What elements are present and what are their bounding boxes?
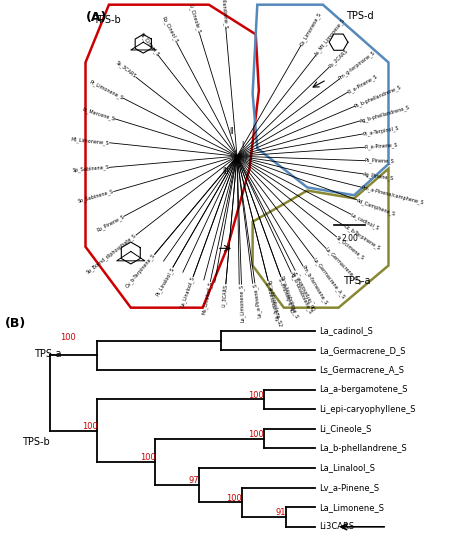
Text: St_Ocimene_S: St_Ocimene_S	[335, 235, 365, 261]
Text: 100: 100	[60, 333, 76, 341]
Text: As_Mt_Limonese_S: As_Mt_Limonese_S	[314, 17, 346, 57]
Text: So_Bornd_diphosphate_S: So_Bornd_diphosphate_S	[86, 233, 138, 275]
Text: 100: 100	[82, 422, 98, 431]
Text: Li_3CARS: Li_3CARS	[221, 283, 228, 307]
Text: La_cadinol_S: La_cadinol_S	[319, 326, 373, 335]
Text: Ls_Germacrene_A_S: Ls_Germacrene_A_S	[319, 366, 404, 374]
Text: Ms_Linalool_S: Ms_Linalool_S	[201, 281, 213, 315]
Text: La_Linalool_S: La_Linalool_S	[179, 276, 196, 309]
Text: Sp_Sabinene_S: Sp_Sabinene_S	[72, 164, 109, 173]
Text: (A): (A)	[85, 11, 107, 24]
Text: La_b-myrcene_S: La_b-myrcene_S	[265, 280, 281, 320]
Text: Co_Limonese_S: Co_Limonese_S	[299, 11, 323, 47]
Text: Ob_Terpinolene_S: Ob_Terpinolene_S	[292, 269, 318, 310]
Text: TPS-a: TPS-a	[34, 349, 61, 359]
Text: Li3CARS: Li3CARS	[319, 522, 354, 532]
Text: Ro_Pinene_S: Ro_Pinene_S	[96, 214, 125, 233]
Text: TPS-d: TPS-d	[346, 11, 374, 21]
Text: Pl_a-Pinene_S: Pl_a-Pinene_S	[346, 73, 378, 95]
Text: 2.00: 2.00	[341, 235, 358, 243]
Text: Ck_b-Terpinene_S: Ck_b-Terpinene_S	[343, 224, 382, 252]
Text: Ag_b-bisabolene_S: Ag_b-bisabolene_S	[289, 271, 313, 315]
Text: Ps_Pinene_S: Ps_Pinene_S	[365, 158, 395, 164]
Text: La_Germacrene_D_S: La_Germacrene_D_S	[319, 346, 406, 355]
Text: Mt_Limonene_S: Mt_Limonene_S	[71, 136, 110, 146]
Text: Ag_Pinene_S: Ag_Pinene_S	[364, 171, 395, 181]
Text: Li_Cineole_S: Li_Cineole_S	[319, 424, 372, 433]
Text: La_Germacrene_A_S: La_Germacrene_A_S	[312, 257, 346, 300]
Text: 97: 97	[188, 476, 199, 486]
Text: Ss_3CARS: Ss_3CARS	[115, 60, 138, 79]
Text: La_b-phellandrene_S: La_b-phellandrene_S	[319, 444, 407, 453]
Text: La_a-Pinene_S: La_a-Pinene_S	[252, 283, 263, 318]
Text: I: I	[242, 141, 244, 150]
Text: 100: 100	[140, 453, 155, 462]
Text: La_cadinol_S: La_cadinol_S	[350, 212, 381, 231]
Text: TPS-b: TPS-b	[93, 15, 121, 25]
Text: St_Cineol_S: St_Cineol_S	[138, 31, 160, 57]
Text: 100: 100	[248, 430, 264, 439]
Text: Pa_a-bisabolene_S2: Pa_a-bisabolene_S2	[265, 280, 283, 328]
Text: Ag_b-phellandrene_S: Ag_b-phellandrene_S	[359, 104, 411, 124]
Text: La_Limonene_S: La_Limonene_S	[319, 503, 384, 512]
Text: Pt_a-Terpinol_S: Pt_a-Terpinol_S	[363, 125, 400, 137]
Text: So_Sabinene_S: So_Sabinene_S	[77, 189, 115, 204]
Text: Pm_b-farnesene_S: Pm_b-farnesene_S	[301, 265, 328, 306]
Text: Li_b-phellandrene_S: Li_b-phellandrene_S	[219, 0, 228, 29]
Text: Pt_Limonene_S: Pt_Limonene_S	[89, 78, 124, 101]
Text: TPS-a: TPS-a	[343, 276, 371, 286]
Text: Po_2CARS: Po_2CARS	[327, 48, 349, 69]
Text: La_Germacrene_D_S: La_Germacrene_D_S	[324, 247, 363, 287]
Text: Pm_a-Pinene/camphene_S: Pm_a-Pinene/camphene_S	[361, 185, 425, 206]
Text: TPS-b: TPS-b	[22, 437, 50, 447]
Text: Pl_a-Pinene_S: Pl_a-Pinene_S	[365, 142, 398, 150]
Text: Ov_b-Terpinene_S: Ov_b-Terpinene_S	[125, 253, 157, 289]
Text: (B): (B)	[5, 317, 26, 330]
Text: Lv_a-Pinene_S: Lv_a-Pinene_S	[319, 483, 379, 492]
Text: 100: 100	[227, 494, 242, 503]
Text: III: III	[222, 167, 229, 176]
Text: La_a-bergamotene_S: La_a-bergamotene_S	[319, 385, 408, 394]
Text: Ro_Cineol_S: Ro_Cineol_S	[161, 16, 179, 44]
Text: Pm_g-terpinane_S: Pm_g-terpinane_S	[337, 50, 377, 82]
Text: Li_Cineole_S: Li_Cineole_S	[188, 4, 202, 35]
Text: Ps_Linalool_S: Ps_Linalool_S	[155, 266, 175, 296]
Text: 100: 100	[248, 391, 264, 399]
Text: La_Linalool_S: La_Linalool_S	[319, 464, 375, 472]
Text: 91: 91	[275, 508, 286, 517]
Text: II: II	[229, 127, 234, 136]
Text: La_Limonene_S: La_Limonene_S	[238, 284, 246, 322]
Text: Ad_Camphene_S: Ad_Camphene_S	[356, 197, 397, 216]
Text: Ob_b-fenchol_S: Ob_b-fenchol_S	[278, 276, 296, 313]
Text: Li_epi-caryophyllene_S: Li_epi-caryophyllene_S	[319, 405, 416, 414]
Text: Pt_Mercene_S: Pt_Mercene_S	[81, 106, 115, 122]
Text: Ps_b-phellandrene_S: Ps_b-phellandrene_S	[354, 84, 402, 109]
Text: Pa_a-bisabolene_S: Pa_a-bisabolene_S	[278, 276, 299, 320]
